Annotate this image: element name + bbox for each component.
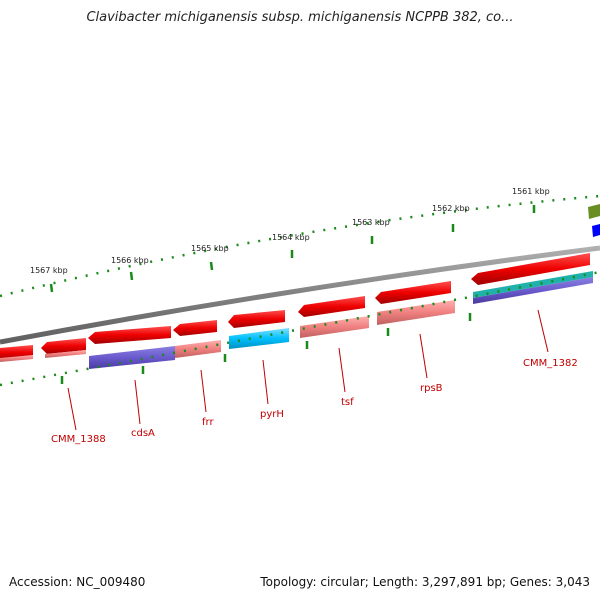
inner-scale — [0, 270, 600, 387]
forward-genes — [0, 253, 590, 360]
scale-labels: 1567 kbp 1566 kbp 1565 kbp 1564 kbp 1563… — [30, 187, 550, 275]
cds-cyan — [229, 328, 289, 349]
cds-light — [377, 300, 455, 325]
scale-label: 1566 kbp — [111, 256, 149, 265]
scale-label: 1563 kbp — [352, 218, 390, 227]
leader-line — [67, 387, 77, 431]
leader-line — [419, 333, 428, 379]
feature-olive — [588, 204, 600, 219]
scale-label: 1562 kbp — [432, 204, 470, 213]
cds-light — [0, 355, 33, 362]
scale-label: 1564 kbp — [272, 233, 310, 242]
gene-leaders — [67, 309, 549, 431]
gene-label-cmm-1382: CMM_1382 — [523, 358, 578, 369]
cds-light — [300, 316, 369, 338]
gene-label-tsf: tsf — [341, 397, 354, 408]
scale-label: 1567 kbp — [30, 266, 68, 275]
gene-arrow — [173, 320, 217, 336]
cds-purple — [473, 277, 593, 304]
gene-label-cmm-1388: CMM_1388 — [51, 434, 106, 445]
gene-label-rpsb: rpsB — [420, 383, 443, 394]
gene-arrow — [88, 326, 171, 344]
accession-text: Accession: NC_009480 — [9, 575, 146, 589]
gene-arrow — [41, 338, 86, 354]
leader-line — [134, 379, 141, 425]
cds-light — [45, 350, 86, 358]
leader-line — [537, 309, 549, 353]
scale-label: 1561 kbp — [512, 187, 550, 196]
genome-backbone — [0, 245, 600, 345]
map-title: Clavibacter michiganensis subsp. michiga… — [86, 10, 514, 25]
cds-purple — [89, 346, 175, 369]
genome-summary: Topology: circular; Length: 3,297,891 bp… — [260, 575, 590, 589]
gene-arrow — [298, 296, 365, 317]
outer-major-tick — [129, 271, 134, 281]
cds-light — [175, 340, 221, 358]
gene-label-frr: frr — [202, 417, 214, 428]
gene-labels: CMM_1388 cdsA frr pyrH tsf rpsB CMM_1382 — [51, 358, 578, 445]
gene-arrow — [471, 253, 590, 285]
leader-line — [262, 359, 269, 405]
leader-line — [200, 369, 207, 413]
gene-arrow — [375, 281, 451, 304]
leader-line — [338, 347, 346, 393]
gene-label-pyrh: pyrH — [260, 409, 284, 420]
outer-scale-ring — [0, 194, 600, 298]
gene-arrow — [228, 310, 285, 328]
outer-major-tick — [49, 283, 54, 293]
feature-blue — [592, 224, 600, 237]
cds-features — [0, 271, 593, 369]
outer-major-tick — [209, 261, 214, 271]
gene-label-cdsa: cdsA — [131, 428, 155, 439]
cds-cyan — [473, 271, 593, 298]
outer-scale — [0, 194, 600, 298]
scale-label: 1565 kbp — [191, 244, 229, 253]
